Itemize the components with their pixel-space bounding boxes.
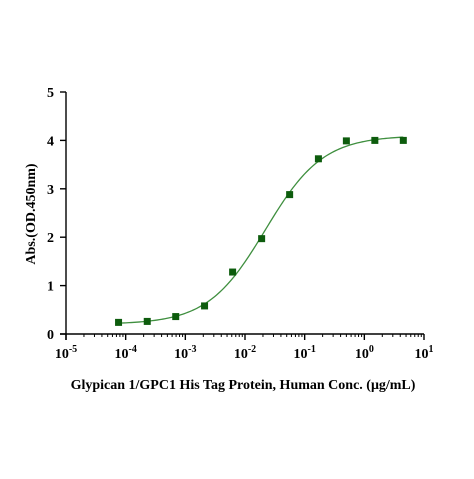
data-point	[286, 191, 294, 199]
data-point	[201, 302, 209, 310]
x-tick-label: 10-2	[234, 344, 256, 362]
data-point	[342, 137, 350, 145]
x-tick-label: 10-5	[55, 344, 77, 362]
y-tick-label: 5	[47, 86, 54, 101]
y-tick-label: 2	[47, 231, 54, 246]
x-tick-label: 10-1	[293, 344, 315, 362]
data-point	[258, 235, 266, 243]
y-tick-label: 0	[47, 328, 54, 343]
x-tick-label: 100	[355, 344, 374, 362]
y-tick-label: 4	[47, 134, 54, 149]
data-point	[229, 268, 237, 276]
fit-curve-layer	[118, 136, 404, 324]
y-tick-label: 1	[47, 280, 54, 295]
y-tick-label: 3	[47, 183, 54, 198]
data-point	[371, 136, 379, 144]
x-tick-label: 101	[415, 344, 434, 362]
data-points	[115, 136, 407, 326]
axes: 0 1 2 3 4 5 10-5 10-4 10-3 10-2 10-1 100 101	[47, 86, 434, 362]
data-point	[314, 155, 322, 163]
fit-curve	[118, 136, 404, 324]
data-point	[143, 317, 151, 325]
x-tick-label: 10-4	[114, 344, 136, 362]
data-point	[399, 136, 407, 144]
x-tick-label: 10-3	[174, 344, 196, 362]
data-point	[172, 313, 180, 321]
x-axis-title: Glypican 1/GPC1 His Tag Protein, Human C…	[71, 378, 416, 393]
data-point	[115, 318, 123, 326]
y-axis-title: Abs.(OD.450nm)	[24, 163, 39, 264]
